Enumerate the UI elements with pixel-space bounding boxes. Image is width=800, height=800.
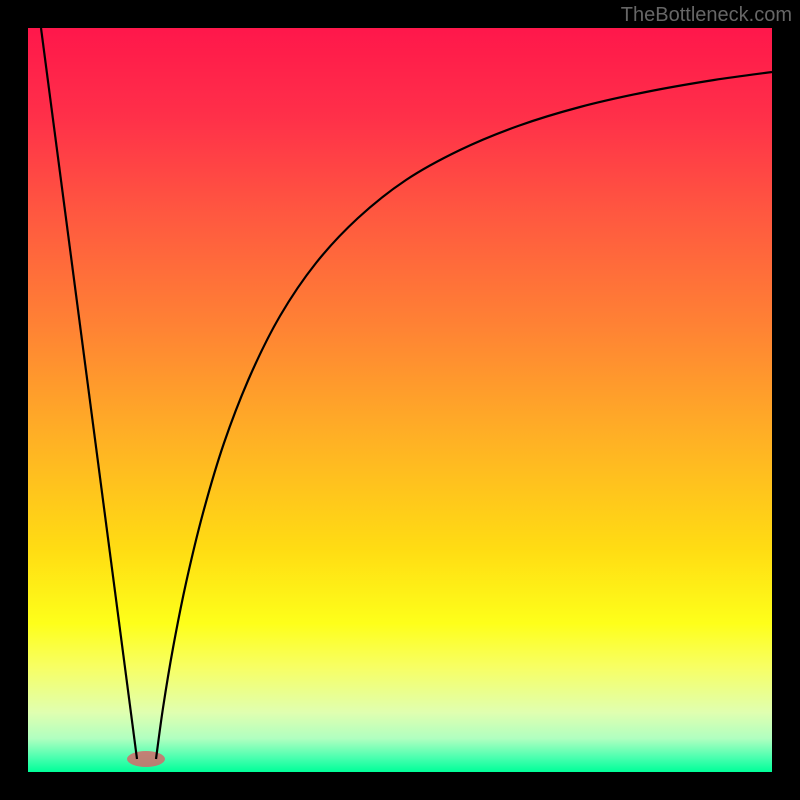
watermark-text: TheBottleneck.com (621, 4, 792, 27)
plot-area (28, 28, 772, 772)
bottleneck-curve (28, 28, 772, 772)
